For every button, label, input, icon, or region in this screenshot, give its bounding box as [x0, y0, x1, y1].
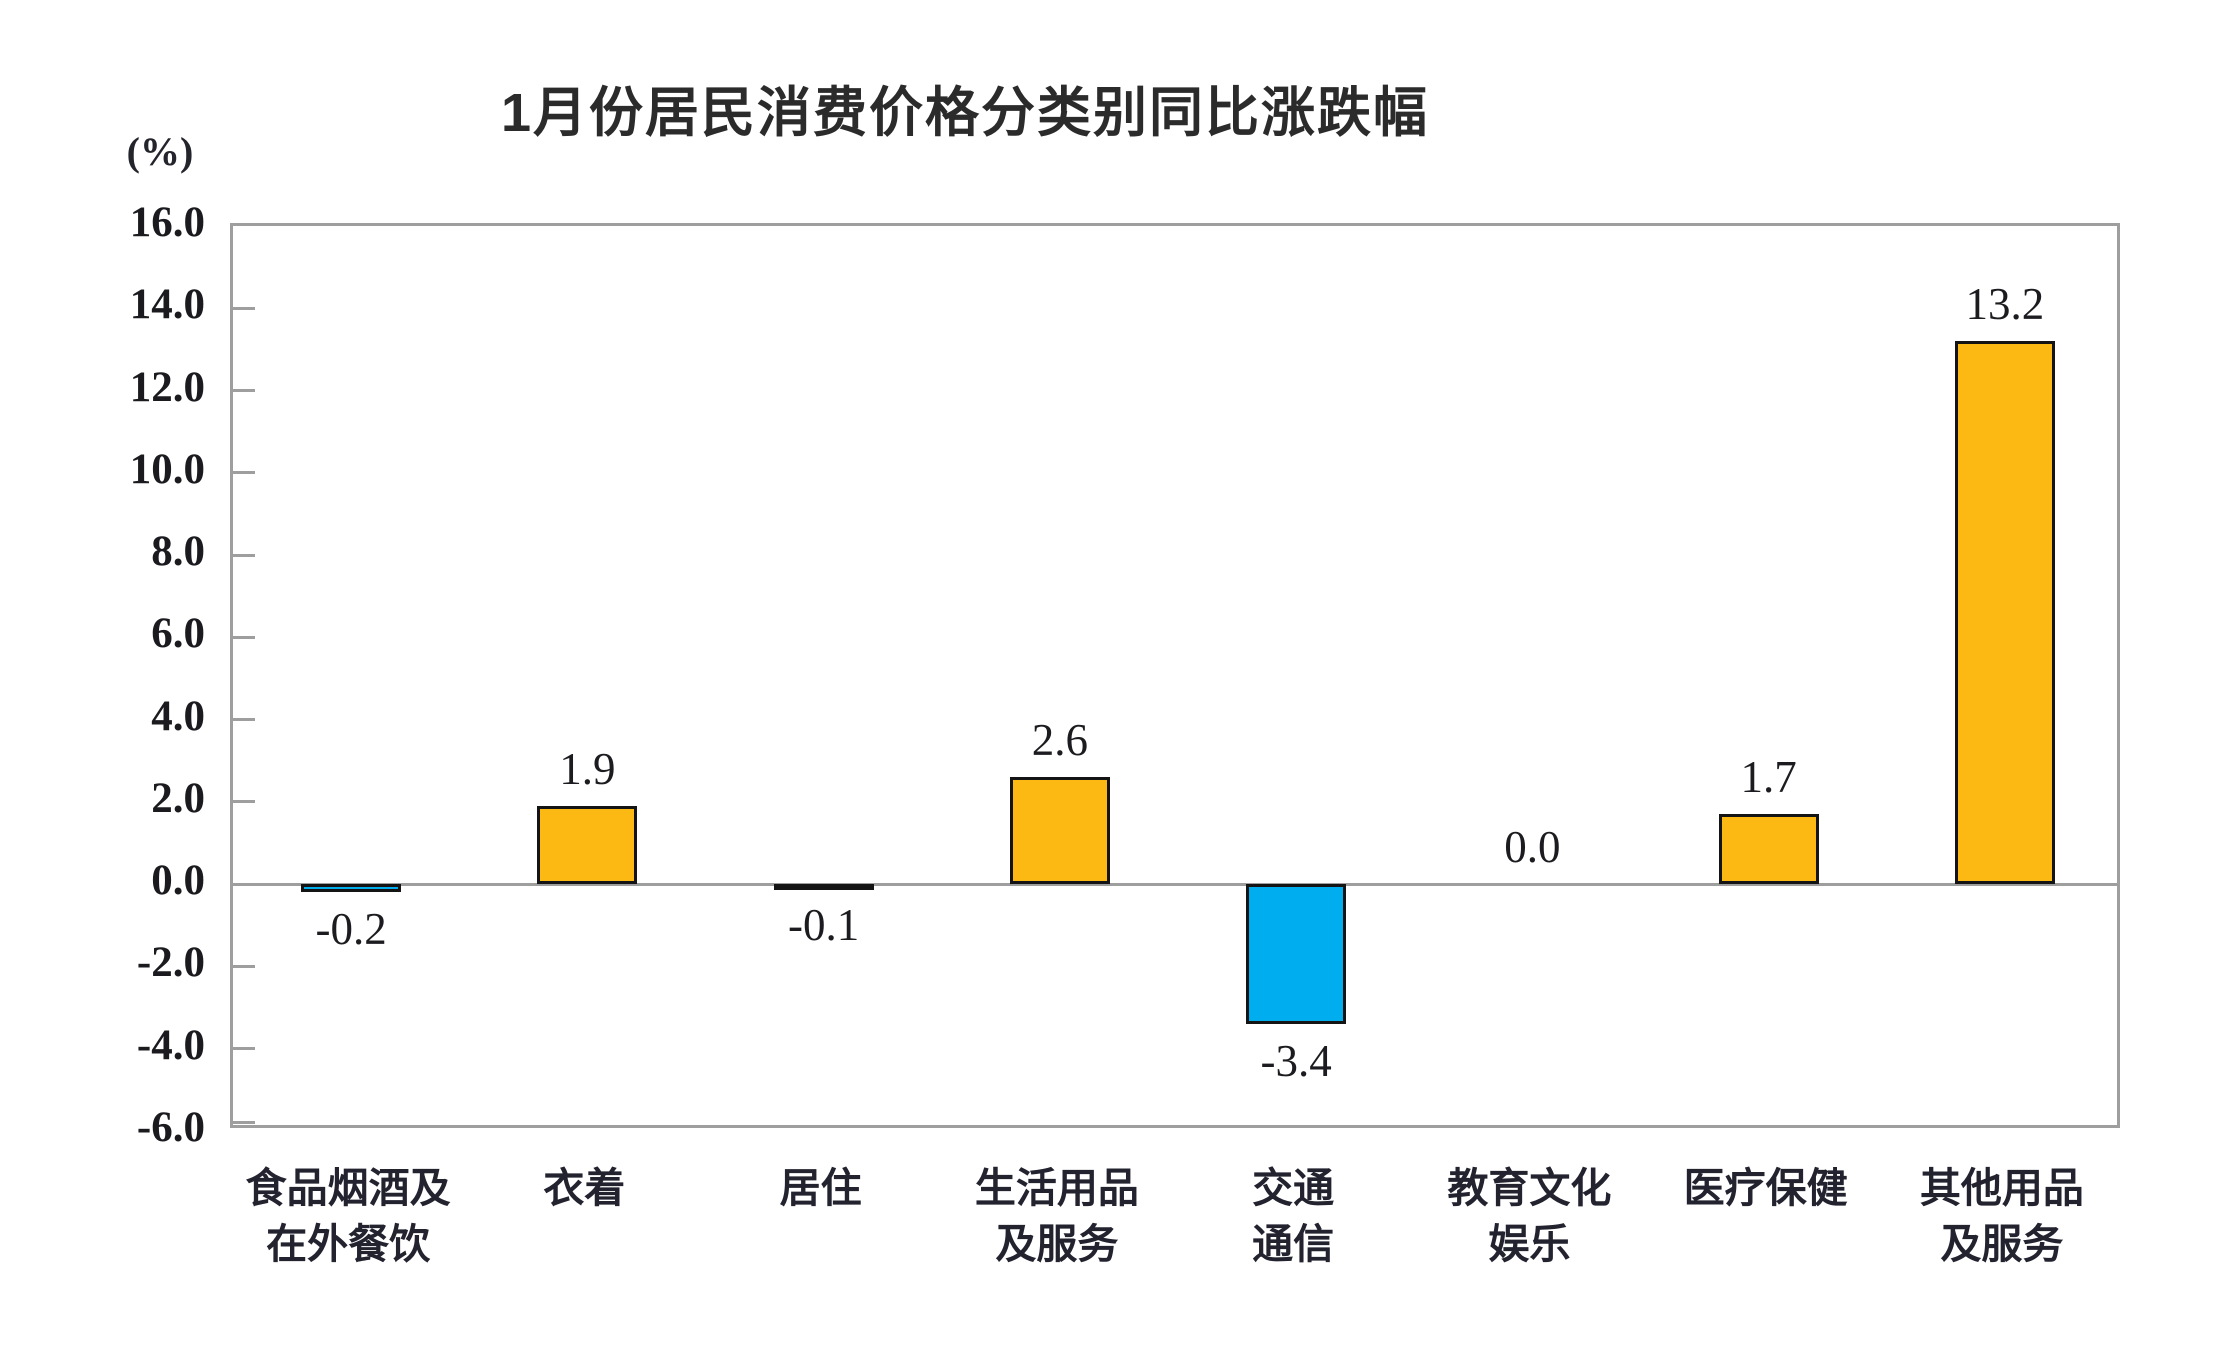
bar-value-label: -0.1	[788, 900, 860, 951]
y-axis-tick-label: 14.0	[129, 281, 205, 329]
x-axis-category-label-line: 教育文化	[1447, 1165, 1612, 1211]
x-axis-category-label-line: 及服务	[995, 1221, 1119, 1267]
x-axis-category-label-line: 及服务	[1940, 1221, 2064, 1267]
x-axis-category-label: 食品烟酒及 在外餐饮	[230, 1160, 466, 1272]
x-axis-category-label: 其他用品 及服务	[1884, 1160, 2120, 1272]
x-axis-category-label-line: 在外餐饮	[266, 1221, 431, 1267]
x-axis-category-label-line: 食品烟酒及	[245, 1165, 451, 1211]
y-axis-tick	[233, 718, 255, 722]
x-axis-category-label-line: 娱乐	[1488, 1221, 1571, 1267]
x-axis-category-label: 医疗保健	[1648, 1160, 1884, 1216]
y-axis-tick-label: -4.0	[136, 1021, 205, 1069]
bar	[537, 806, 638, 885]
y-axis-tick	[233, 471, 255, 475]
x-axis-category-label-line: 居住	[779, 1165, 862, 1211]
bar	[1718, 814, 1819, 885]
y-axis-tick-label: -2.0	[136, 939, 205, 987]
bar-value-label: -0.2	[315, 904, 387, 955]
y-axis-tick-label: 16.0	[129, 199, 205, 246]
x-axis-category-label: 教育文化 娱乐	[1411, 1160, 1647, 1272]
x-axis-category-label: 衣着	[466, 1160, 702, 1216]
y-axis-tick	[233, 635, 255, 639]
y-axis-tick	[233, 389, 255, 393]
x-axis-category-label: 居住	[703, 1160, 939, 1216]
y-axis-tick	[233, 800, 255, 804]
y-axis-tick-label: 4.0	[151, 692, 205, 740]
bar	[1954, 341, 2055, 885]
bar-value-label: -3.4	[1260, 1036, 1332, 1087]
zero-axis-line	[233, 882, 2117, 886]
y-axis-tick-label: 12.0	[129, 363, 205, 411]
y-axis-tick-label: 6.0	[151, 610, 205, 658]
chart-title: 1月份居民消费价格分类别同比涨跌幅	[500, 83, 1430, 143]
y-axis-tick	[233, 306, 255, 310]
x-axis-category-label-line: 交通	[1252, 1165, 1335, 1211]
x-axis-category-label-line: 其他用品	[1919, 1165, 2084, 1211]
y-axis-tick-label: 10.0	[129, 445, 205, 493]
y-axis-tick	[233, 964, 255, 968]
bar	[301, 884, 402, 893]
plot-area: -0.2 1.9 -0.1 2.6 -3.4 0.0 1.7 13.2	[230, 223, 2120, 1128]
bar-value-label: 1.7	[1740, 752, 1797, 803]
x-axis-category-label: 交通 通信	[1175, 1160, 1411, 1272]
bar-value-label: 1.9	[559, 744, 616, 795]
bar	[773, 884, 874, 891]
x-axis-category-label: 生活用品 及服务	[939, 1160, 1175, 1272]
x-axis-category-label-line: 通信	[1252, 1221, 1335, 1267]
x-axis-category-label-line: 衣着	[543, 1165, 626, 1211]
bar-value-label: 13.2	[1965, 279, 2045, 330]
y-axis-tick	[233, 553, 255, 557]
y-axis-tick-label: 2.0	[151, 774, 205, 822]
y-axis-tick-label: -6.0	[136, 1104, 205, 1151]
y-axis-tick	[233, 1047, 255, 1051]
bar	[1009, 777, 1110, 885]
x-axis-category-label-line: 医疗保健	[1683, 1165, 1848, 1211]
bar-value-label: 0.0	[1504, 822, 1561, 873]
y-axis-tick-label: 8.0	[151, 528, 205, 576]
y-axis-unit-label: (%)	[126, 129, 194, 174]
bar	[1246, 884, 1347, 1025]
x-axis-category-label-line: 生活用品	[974, 1165, 1139, 1211]
y-axis-tick-label: 0.0	[151, 857, 205, 905]
bar-value-label: 2.6	[1031, 715, 1088, 766]
y-axis-tick	[233, 1121, 255, 1124]
